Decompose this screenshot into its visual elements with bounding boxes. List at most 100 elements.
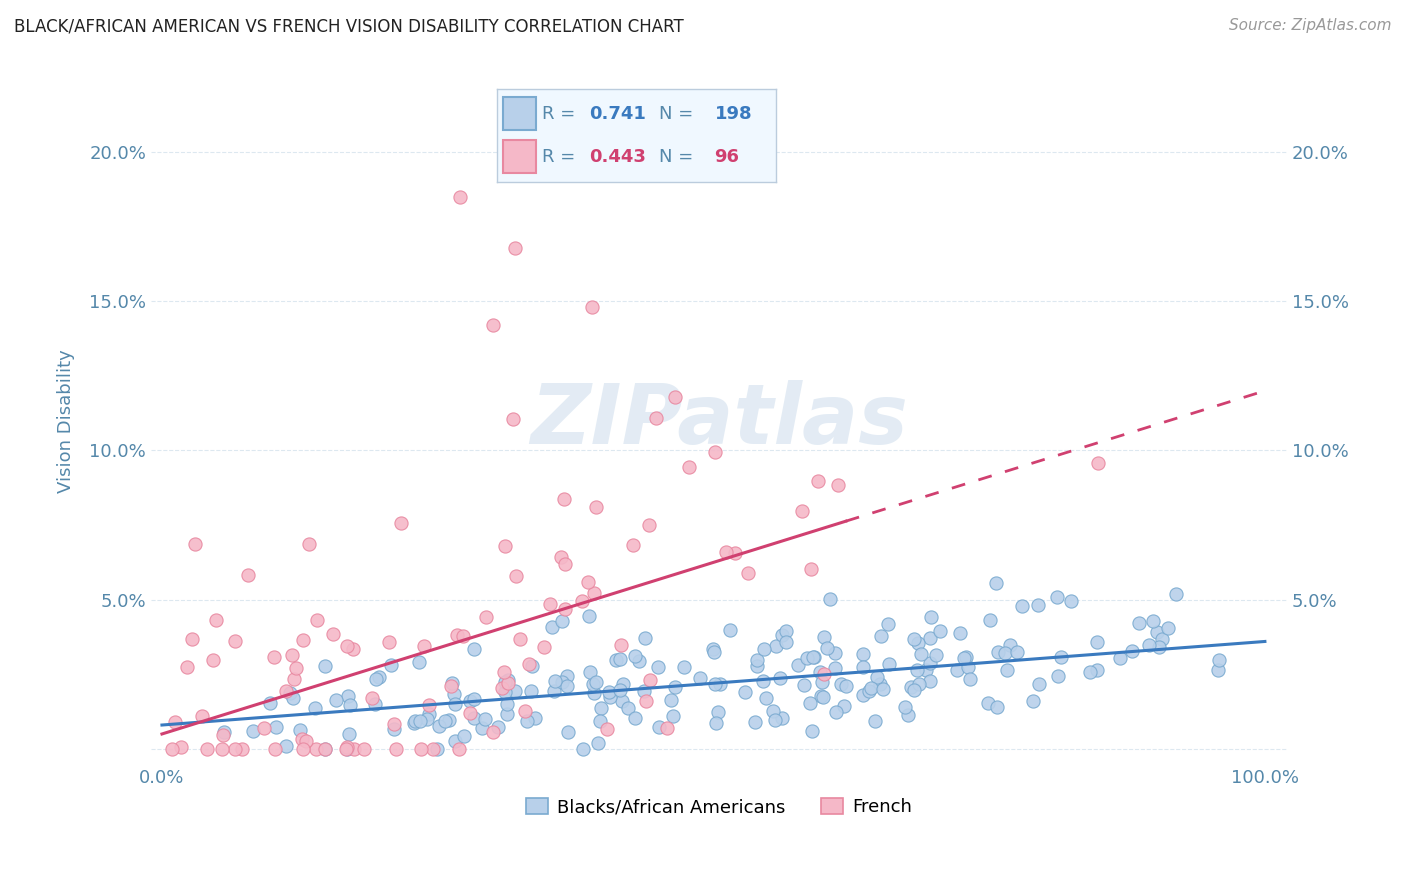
Point <box>704 677 727 691</box>
Point <box>865 670 887 684</box>
Point <box>377 635 399 649</box>
Point <box>987 645 1010 659</box>
Point <box>449 190 471 204</box>
Point <box>422 742 444 756</box>
Point <box>860 681 883 695</box>
Point <box>702 641 724 656</box>
Point <box>903 632 925 646</box>
Point <box>522 658 544 673</box>
Point <box>953 650 976 665</box>
Point <box>496 707 519 722</box>
Point <box>353 742 375 756</box>
Point <box>550 550 572 565</box>
Point <box>1046 591 1069 605</box>
Point <box>865 714 887 728</box>
Point <box>453 729 475 743</box>
Point <box>211 742 233 756</box>
Point <box>907 636 929 650</box>
Point <box>636 694 658 708</box>
Point <box>900 680 922 694</box>
Point <box>281 691 304 706</box>
Point <box>409 742 432 756</box>
Point <box>585 675 607 690</box>
Point <box>824 661 846 675</box>
Point <box>852 659 875 673</box>
Point <box>551 615 574 629</box>
Point <box>624 710 647 724</box>
Point <box>486 720 509 734</box>
Point <box>609 682 631 697</box>
Point <box>709 677 731 691</box>
Point <box>551 674 574 689</box>
Point <box>918 657 941 671</box>
Point <box>813 631 835 645</box>
Point <box>583 586 606 600</box>
Point <box>800 562 823 576</box>
Point <box>765 640 787 654</box>
Point <box>770 711 793 725</box>
Point <box>314 742 336 756</box>
Point <box>364 697 387 711</box>
Point <box>212 725 235 739</box>
Point <box>737 566 759 581</box>
Point <box>380 658 402 673</box>
Point <box>538 597 561 611</box>
Point <box>1060 594 1083 608</box>
Point <box>264 742 287 756</box>
Point <box>413 639 436 653</box>
Point <box>384 742 406 756</box>
Point <box>659 692 682 706</box>
Point <box>195 742 218 756</box>
Legend: Blacks/African Americans, French: Blacks/African Americans, French <box>519 790 920 823</box>
Point <box>1208 652 1230 666</box>
Point <box>554 558 576 572</box>
Point <box>769 671 792 685</box>
Point <box>920 631 942 645</box>
Point <box>533 640 555 654</box>
Point <box>298 537 321 551</box>
Point <box>238 567 260 582</box>
Point <box>752 641 775 656</box>
Point <box>433 714 456 728</box>
Point <box>211 728 233 742</box>
Point <box>416 712 439 726</box>
Point <box>337 690 360 704</box>
Point <box>516 714 538 729</box>
Point <box>513 704 536 718</box>
Point <box>949 626 972 640</box>
Point <box>494 685 516 699</box>
Point <box>482 318 505 333</box>
Point <box>770 628 793 642</box>
Point <box>471 722 494 736</box>
Point <box>910 647 932 661</box>
Point <box>543 683 565 698</box>
Point <box>1028 677 1050 691</box>
Point <box>689 671 711 685</box>
Point <box>877 616 900 631</box>
Point <box>827 478 849 492</box>
Point <box>201 652 224 666</box>
Point <box>496 676 519 690</box>
Point <box>231 742 253 756</box>
Point <box>956 660 979 674</box>
Point <box>502 412 524 426</box>
Point <box>263 649 285 664</box>
Point <box>544 673 567 688</box>
Point <box>585 500 607 514</box>
Point <box>509 632 531 647</box>
Point <box>704 715 727 730</box>
Point <box>322 626 344 640</box>
Point <box>945 664 967 678</box>
Point <box>498 673 520 688</box>
Point <box>451 629 474 643</box>
Point <box>336 742 359 756</box>
Point <box>634 631 657 645</box>
Point <box>744 715 766 730</box>
Point <box>307 614 329 628</box>
Point <box>624 649 647 664</box>
Point <box>609 638 631 652</box>
Point <box>638 673 661 688</box>
Point <box>796 651 818 665</box>
Point <box>364 672 387 686</box>
Point <box>460 694 482 708</box>
